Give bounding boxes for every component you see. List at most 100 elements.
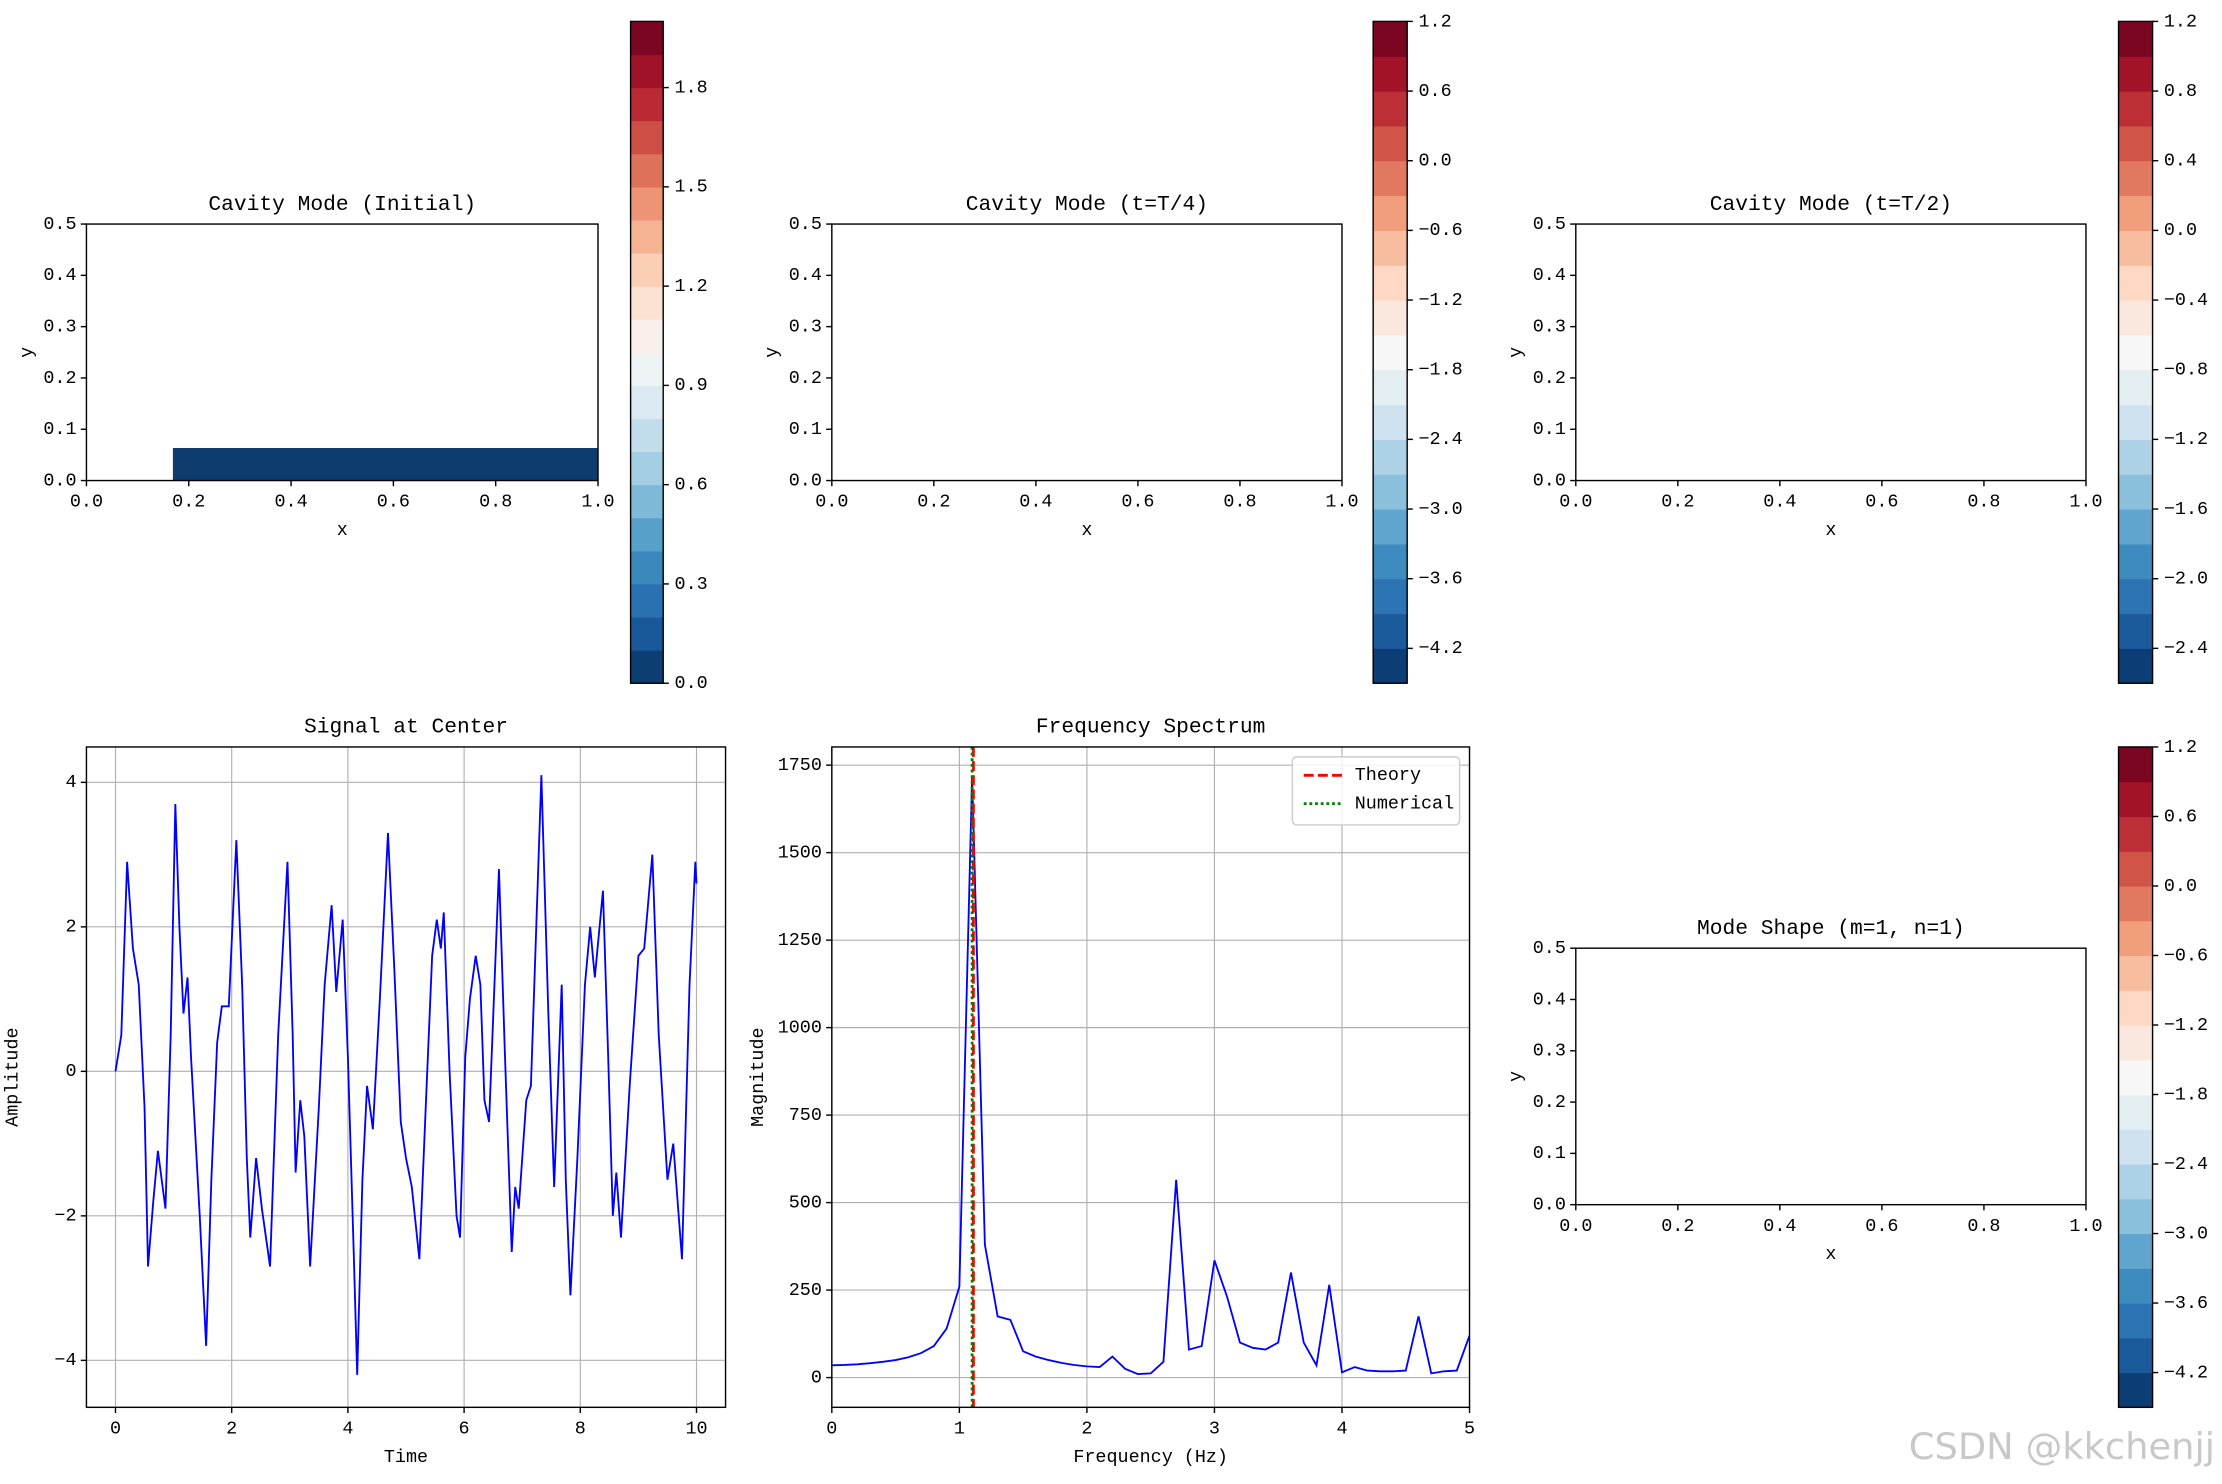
colorbar-band xyxy=(2118,125,2153,162)
colorbar-band xyxy=(1373,613,1408,649)
colorbar-band xyxy=(1373,509,1408,545)
panel: 0.0 0.2 0.4 0.6 0.8 1.0 0.0 0.1 0.2 0.3 0.4 0.5 Mode… xyxy=(1506,737,2208,1409)
x-tick-label: 0.4 xyxy=(1763,1216,1796,1237)
colorbar-band xyxy=(630,517,664,552)
colorbar-tick-label: 0.3 xyxy=(675,574,708,595)
plot-area xyxy=(831,746,1470,1408)
plot-area xyxy=(114,775,698,1375)
colorbar-band xyxy=(2118,1372,2153,1408)
y-tick-label: 0.0 xyxy=(789,470,822,491)
colorbar-tick-label: −2.4 xyxy=(1419,429,1463,450)
colorbar-tick-label: 0.9 xyxy=(675,375,708,396)
y-tick-label: 0.1 xyxy=(1533,419,1566,440)
data-line xyxy=(831,775,1470,1376)
colorbar-tick-label: −0.6 xyxy=(2164,945,2208,966)
colorbar-tick-label: 0.0 xyxy=(2164,876,2197,897)
colorbar-band xyxy=(630,219,664,254)
y-tick-label: 0.2 xyxy=(1533,368,1566,389)
y-tick-label: 0.3 xyxy=(789,317,822,338)
colorbar-band xyxy=(2118,265,2153,301)
y-axis-label: y xyxy=(1506,347,1527,358)
colorbar-band xyxy=(2118,1129,2153,1165)
x-axis-label: x xyxy=(1825,520,1836,541)
colorbar-band xyxy=(1373,160,1408,197)
legend: Theory Numerical xyxy=(1291,756,1461,826)
x-tick-label: 0.2 xyxy=(172,492,205,513)
axes-frame xyxy=(831,746,1471,1409)
colorbar-band xyxy=(2118,474,2153,510)
colorbar-tick-label: 1.2 xyxy=(1419,11,1452,32)
colorbar-band xyxy=(1373,195,1408,231)
chart-title: Cavity Mode (t=T/4) xyxy=(966,193,1208,217)
x-tick-label: 5 xyxy=(1464,1418,1475,1439)
colorbar-band xyxy=(630,319,664,353)
x-tick-label: 0.4 xyxy=(1019,492,1052,513)
colorbar-band xyxy=(630,617,664,651)
x-tick-label: 0.6 xyxy=(1865,492,1898,513)
y-tick-label: 250 xyxy=(789,1280,822,1301)
legend-label: Theory xyxy=(1355,765,1421,786)
y-tick-label: 0.2 xyxy=(1533,1092,1566,1113)
colorbar-band xyxy=(2118,648,2153,684)
colorbar-band xyxy=(630,385,664,420)
x-tick-label: 0.4 xyxy=(275,492,308,513)
x-axis-label: Time xyxy=(384,1447,428,1468)
colorbar-band xyxy=(630,583,664,618)
y-tick-label: 0.5 xyxy=(1533,214,1566,235)
colorbar-band xyxy=(2118,509,2153,545)
colorbar-tick-label: −1.8 xyxy=(1419,360,1463,381)
colorbar-tick-label: 0.4 xyxy=(2164,151,2197,172)
y-tick-label: 0.0 xyxy=(1533,1195,1566,1216)
colorbar-band xyxy=(2118,369,2153,406)
chart-title: Cavity Mode (t=T/2) xyxy=(1710,193,1952,217)
y-tick-label: 1500 xyxy=(778,843,822,864)
y-axis-label: Magnitude xyxy=(748,1027,769,1126)
y-tick-label: 0.5 xyxy=(1533,938,1566,959)
y-tick-label: 0.5 xyxy=(789,214,822,235)
y-tick-label: 0 xyxy=(65,1061,76,1082)
colorbar-band xyxy=(2118,334,2153,371)
colorbar-band xyxy=(2118,1164,2153,1200)
colorbar-band xyxy=(1373,543,1408,580)
colorbar-frame xyxy=(2117,746,2154,1409)
y-axis-label: y xyxy=(762,347,783,358)
colorbar-band xyxy=(630,153,664,188)
panel: 0.0 0.2 0.4 0.6 0.8 1.0 0.0 0.1 0.2 0.3 0.4 0.5 Cavi… xyxy=(1506,11,2208,684)
panel: Theory Numerical 0 1 2 3 4 5 0 250 500 750 1000 1250 1… xyxy=(748,716,1475,1468)
data-line xyxy=(114,775,698,1375)
x-tick-label: 0.0 xyxy=(1559,1216,1592,1237)
colorbar-band xyxy=(2118,613,2153,649)
x-axis-label: x xyxy=(1081,520,1092,541)
x-tick-label: 2 xyxy=(1081,1418,1092,1439)
colorbar-tick-label: −3.0 xyxy=(1419,499,1463,520)
y-tick-label: 0.4 xyxy=(1533,265,1566,286)
colorbar-band xyxy=(1373,125,1408,162)
colorbar-band xyxy=(1373,21,1408,57)
colorbar-band xyxy=(2118,885,2153,922)
x-axis-label: x xyxy=(1825,1244,1836,1265)
contour-field xyxy=(1576,224,2086,480)
panel: 0.0 0.2 0.4 0.6 0.8 1.0 0.0 0.1 0.2 0.3 0.4 0.5 Cavi… xyxy=(17,20,708,694)
colorbar-tick-label: −0.8 xyxy=(2164,360,2208,381)
colorbar-band xyxy=(2118,1198,2153,1235)
colorbar-band xyxy=(2118,1303,2153,1339)
colorbar-tick-label: −1.8 xyxy=(2164,1084,2208,1105)
chart-title: Signal at Center xyxy=(304,716,508,740)
colorbar-band xyxy=(2118,543,2153,580)
axes-frame xyxy=(1575,947,2087,1206)
colorbar-band xyxy=(630,286,664,320)
colorbar-band xyxy=(630,550,664,585)
colorbar-tick-label: −0.6 xyxy=(1419,220,1463,241)
colorbar-tick-label: −1.2 xyxy=(2164,429,2208,450)
y-tick-label: 0.1 xyxy=(1533,1143,1566,1164)
x-tick-label: 0.2 xyxy=(1661,492,1694,513)
colorbar-band xyxy=(2118,1094,2153,1130)
colorbar-tick-label: 1.2 xyxy=(2164,737,2197,758)
y-axis-label: y xyxy=(17,347,38,358)
x-tick-label: 1.0 xyxy=(2069,1216,2102,1237)
colorbar-band xyxy=(2118,160,2153,197)
panel: 0 2 4 6 8 10 −4 −2 0 2 4 Signal at Center Time Amplit… xyxy=(3,716,727,1468)
chart-title: Frequency Spectrum xyxy=(1036,716,1266,740)
